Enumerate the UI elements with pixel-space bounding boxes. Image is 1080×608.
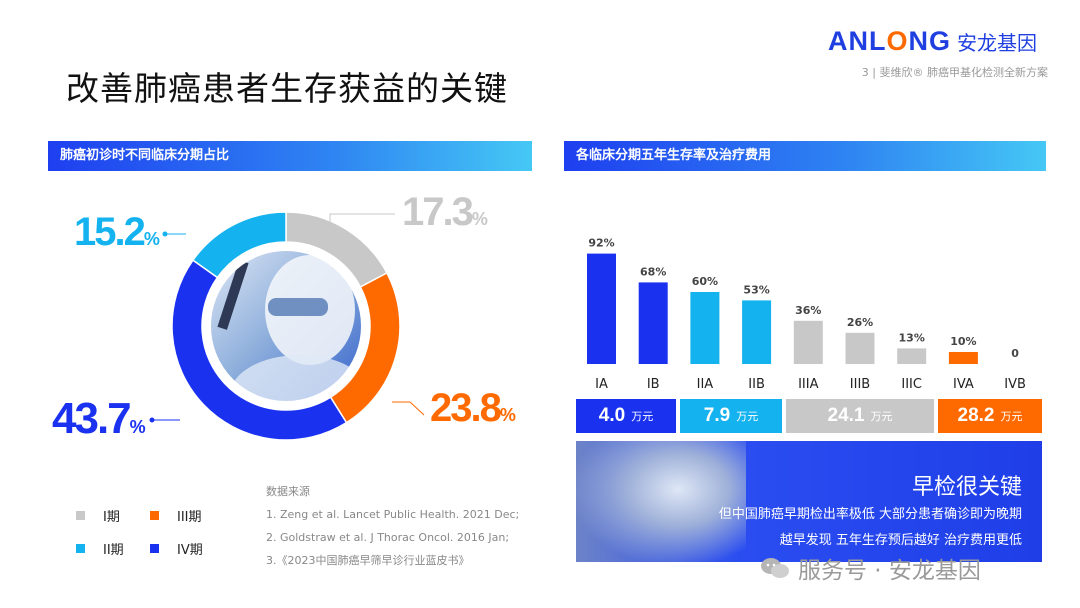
x-tick-label: IVA (953, 377, 974, 392)
cost-unit: 万元 (1000, 410, 1023, 423)
legend-stage-ii: II期 (76, 539, 124, 558)
legend-stage-i: I期 (76, 506, 120, 525)
donut-leader-lines (149, 213, 425, 423)
cost-stage-iv: 28.2 万元 (938, 399, 1042, 433)
cost-stage-iii: 24.1 万元 (786, 399, 934, 433)
legend-swatch (76, 511, 85, 520)
pct-stage-i: 17.3% (402, 190, 488, 235)
pct-unit: % (471, 209, 488, 229)
x-tick-label: IVB (1004, 377, 1026, 392)
cost-stage-ii: 7.9 万元 (680, 399, 782, 433)
page-title: 改善肺癌患者生存获益的关键 (66, 69, 508, 108)
pct-stage-iv-value: 43.7 (52, 394, 132, 443)
watermark-text: 服务号 · 安龙基因 (798, 558, 981, 584)
watermark: 服务号 · 安龙基因 (760, 551, 981, 585)
pct-unit: % (129, 417, 146, 437)
bar-IVA (948, 352, 978, 364)
x-tick-label: IB (647, 377, 660, 392)
sources-title: 数据来源 (266, 485, 310, 498)
banner-photo (576, 441, 746, 562)
x-tick-label: IA (595, 377, 608, 392)
cost-value: 28.2 (957, 405, 995, 426)
pct-stage-ii-value: 15.2 (74, 210, 146, 254)
lab-photo (208, 248, 364, 404)
pct-stage-iii: 23.8% (430, 386, 516, 431)
x-tick-label: IIA (697, 377, 714, 392)
cost-unit: 万元 (631, 410, 654, 423)
x-tick-label: IIIC (901, 377, 922, 392)
cost-value: 7.9 (703, 405, 731, 426)
bar-value-label: 26% (847, 316, 873, 329)
legend-stage-iii: III期 (150, 506, 202, 525)
x-tick-label: IIB (748, 377, 765, 392)
source-item: 2. Goldstraw et al. J Thorac Oncol. 2016… (266, 531, 510, 544)
bar-value-label: 60% (692, 275, 718, 288)
banner-title: 早检很关键 (911, 475, 1022, 500)
brand-logo: ANLONG 安龙基因 (828, 26, 1037, 56)
wechat-icon (761, 558, 789, 578)
brand-chinese-name: 安龙基因 (957, 30, 1038, 55)
bar-value-label: 10% (950, 335, 976, 348)
pct-stage-ii: 15.2% (74, 210, 160, 255)
bar-value-label: 13% (899, 331, 925, 344)
source-item: 1. Zeng et al. Lancet Public Health. 202… (266, 508, 520, 521)
pct-stage-iii-value: 23.8 (430, 386, 502, 430)
donut-slice-3 (171, 259, 348, 441)
bar-IIIC (897, 348, 927, 364)
pct-stage-iv: 43.7% (52, 394, 146, 444)
legend-stage-iv: IV期 (150, 539, 203, 558)
donut-slice-4 (191, 211, 287, 279)
bar-value-label: 0 (1011, 347, 1019, 360)
legend-label: IV期 (177, 543, 203, 558)
cost-unit: 万元 (736, 410, 759, 423)
legend-label: III期 (177, 510, 202, 525)
pct-stage-i-value: 17.3 (402, 190, 474, 234)
legend-swatch (150, 511, 159, 520)
source-item: 3.《2023中国肺癌早筛早诊行业蓝皮书》 (266, 554, 470, 567)
legend-label: II期 (103, 543, 124, 558)
bar-IA (587, 253, 616, 364)
bar-IIB (742, 300, 772, 364)
legend-swatch (76, 544, 85, 553)
banner-line-1: 但中国肺癌早期检出率极低 大部分患者确诊即为晚期 (718, 507, 1022, 522)
pct-unit: % (499, 405, 516, 425)
bar-value-label: 36% (795, 304, 821, 317)
brand-wordmark: ANLONG (828, 25, 952, 56)
banner-line-2: 越早发现 五年生存预后越好 治疗费用更低 (779, 533, 1022, 548)
cost-value: 24.1 (827, 405, 865, 426)
early-detection-banner: 早检很关键 但中国肺癌早期检出率极低 大部分患者确诊即为晚期 越早发现 五年生存… (576, 441, 1042, 562)
x-tick-label: IIIB (850, 377, 870, 392)
stage-distribution-donut-chart (171, 211, 401, 441)
legend-swatch (150, 544, 159, 553)
pct-unit: % (143, 229, 160, 249)
cost-value: 4.0 (598, 405, 626, 426)
bar-value-label: 68% (640, 265, 666, 278)
bar-IB (638, 282, 668, 364)
bar-value-label: 53% (743, 283, 769, 296)
cost-unit: 万元 (870, 410, 893, 423)
bar-IIIB (845, 332, 875, 364)
bar-IIIA (793, 320, 823, 364)
x-tick-label: IIIA (798, 377, 819, 392)
legend-label: I期 (103, 510, 120, 525)
left-panel-title: 肺癌初诊时不同临床分期占比 (48, 141, 532, 171)
bar-IIA (690, 292, 720, 364)
bar-value-label: 92% (588, 237, 614, 250)
data-sources: 数据来源 1. Zeng et al. Lancet Public Health… (266, 480, 519, 572)
page-subheader: 3 | 斐维欣® 肺癌甲基化检测全新方案 (861, 66, 1048, 79)
survival-rate-bar-chart: 92% IA 68% IB 60% IIA 53% IIB 36% IIIA 26% IIIB 13% I… (587, 237, 1026, 392)
cost-stage-i: 4.0 万元 (576, 399, 676, 433)
right-panel-title: 各临床分期五年生存率及治疗费用 (564, 141, 1046, 171)
